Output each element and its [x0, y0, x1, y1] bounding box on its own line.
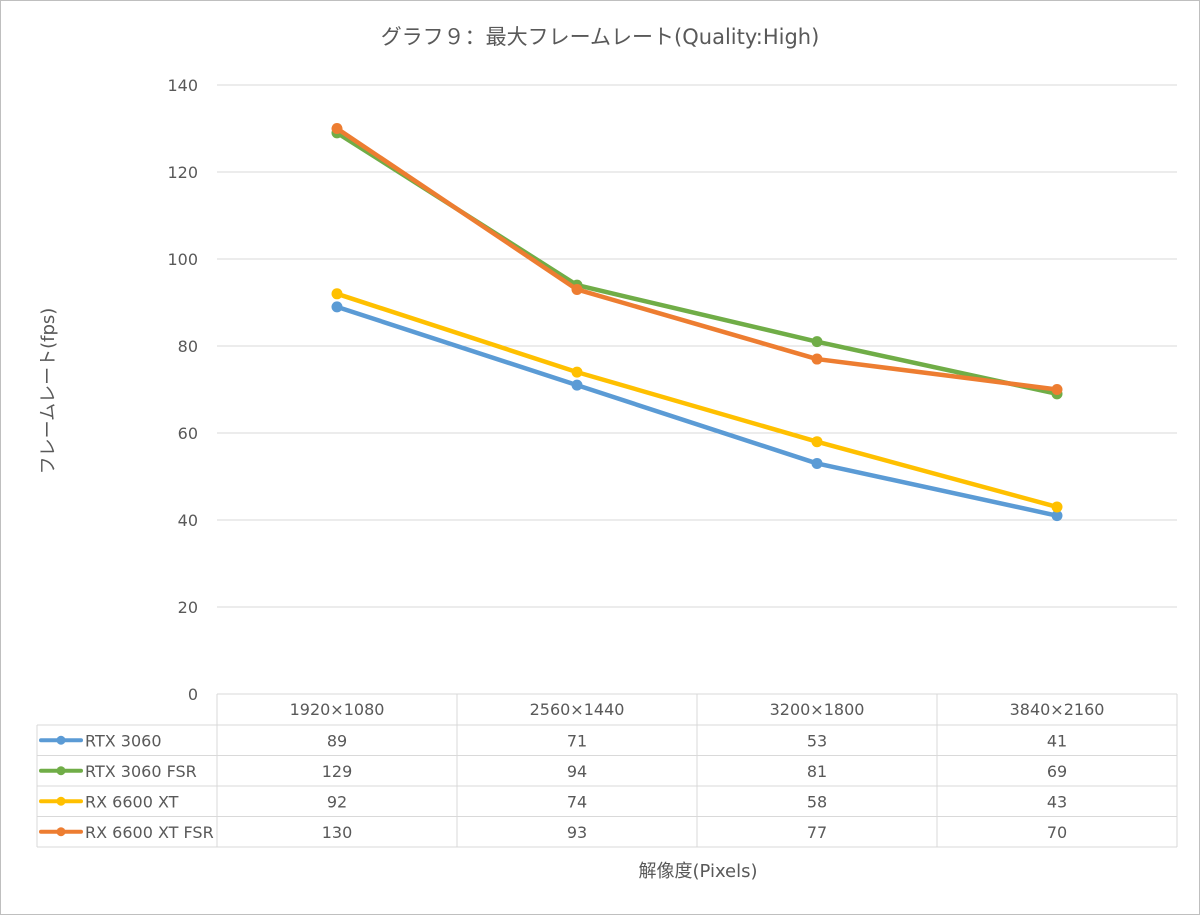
y-tick-label: 20 [178, 598, 198, 617]
table-value-cell: 71 [567, 731, 587, 750]
y-axis-title: フレームレート(fps) [38, 308, 59, 475]
table-value-cell: 69 [1047, 762, 1067, 781]
data-point-marker [811, 457, 823, 469]
table-value-cell: 41 [1047, 731, 1067, 750]
data-point-marker [571, 366, 583, 378]
series-line [334, 291, 1060, 510]
y-tick-label: 40 [178, 511, 198, 530]
legend-series-name: RTX 3060 [85, 731, 162, 750]
legend-key-marker [56, 827, 66, 837]
data-point-marker [571, 283, 583, 295]
x-category-label: 1920×1080 [290, 700, 385, 719]
table-value-cell: 74 [567, 792, 587, 811]
table-value-cell: 81 [807, 762, 827, 781]
legend-series-name: RX 6600 XT FSR [85, 823, 214, 842]
data-point-marker [571, 379, 583, 391]
data-point-marker [1051, 510, 1063, 522]
data-point-marker [1051, 384, 1063, 395]
chart-title: グラフ９：最大フレームレート(Quality:High) [381, 25, 820, 49]
data-point-marker [811, 436, 823, 448]
data-point-marker [1051, 501, 1063, 513]
table-value-cell: 89 [327, 731, 347, 750]
x-category-label: 3840×2160 [1010, 700, 1105, 719]
data-point-marker [811, 353, 823, 365]
y-tick-label: 120 [167, 163, 198, 182]
data-point-marker [331, 288, 343, 300]
table-value-cell: 70 [1047, 823, 1067, 842]
x-category-label: 2560×1440 [530, 700, 625, 719]
table-value-cell: 130 [322, 823, 353, 842]
y-tick-label: 60 [178, 424, 198, 443]
gridlines [217, 84, 1177, 608]
data-point-marker [331, 123, 343, 134]
table-value-cell: 58 [807, 792, 827, 811]
series-lines [331, 123, 1063, 522]
table-value-cell: 94 [567, 762, 587, 781]
data-point-marker [331, 301, 343, 313]
y-tick-label: 140 [167, 76, 198, 95]
series-line [334, 304, 1060, 518]
legend-key-marker [56, 796, 66, 806]
table-value-cell: 129 [322, 762, 353, 781]
y-tick-label: 0 [188, 685, 198, 704]
legend-series-name: RX 6600 XT [85, 792, 179, 811]
y-tick-label: 80 [178, 337, 198, 356]
x-category-label: 3200×1800 [770, 700, 865, 719]
data-table: 1920×1080 2560×1440 3200×1800 3840×2160 RTX … [36, 693, 1178, 848]
table-value-cell: 93 [567, 823, 587, 842]
table-value-cell: 43 [1047, 792, 1067, 811]
table-value-cell: 77 [807, 823, 827, 842]
legend-series-name: RTX 3060 FSR [85, 762, 197, 781]
legend-key-marker [56, 766, 66, 776]
x-axis-title: 解像度(Pixels) [638, 861, 757, 882]
legend-key-marker [56, 735, 66, 745]
table-value-cell: 53 [807, 731, 827, 750]
series-line [334, 126, 1060, 392]
data-point-marker [811, 336, 823, 348]
y-tick-label: 100 [167, 250, 198, 269]
table-value-cell: 92 [327, 792, 347, 811]
y-axis-ticks: 0 20 40 60 80 100 120 140 [167, 76, 198, 704]
